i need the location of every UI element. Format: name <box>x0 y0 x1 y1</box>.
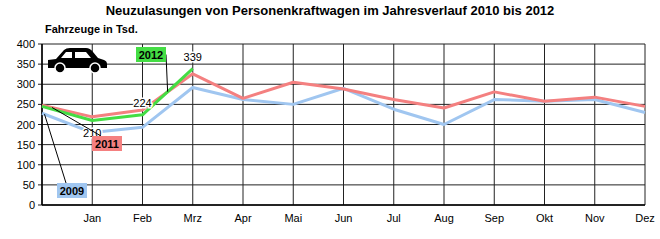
y-axis <box>41 44 43 205</box>
legend-box <box>92 136 122 151</box>
x-tick-label: Mrz <box>184 212 202 224</box>
grid-line-x <box>293 44 294 205</box>
y-tick-label: 400 <box>17 38 35 50</box>
legend-label: 2009 <box>60 185 84 197</box>
grid-line-x <box>494 44 495 205</box>
grid-line-x <box>343 44 344 205</box>
y-axis-label: Fahrzeuge in Tsd. <box>45 23 138 35</box>
y-tick-label: 250 <box>17 98 35 110</box>
x-tick-label: Nov <box>585 212 605 224</box>
x-tick-label: Mai <box>284 212 302 224</box>
grid-line-x <box>192 44 193 205</box>
grid-line-x <box>594 44 595 205</box>
grid-line-x <box>393 44 394 205</box>
x-tick-label: Sep <box>484 212 504 224</box>
car-wheel <box>55 63 65 73</box>
x-tick-label: Dez <box>635 212 655 224</box>
chart-svg: Neuzulasungen von Personenkraftwagen im … <box>0 0 660 239</box>
y-tick-label: 350 <box>17 58 35 70</box>
legend-leader <box>166 55 168 92</box>
chart-container: Neuzulasungen von Personenkraftwagen im … <box>0 0 660 239</box>
x-tick-label: Jun <box>335 212 353 224</box>
y-tick-label: 50 <box>23 179 35 191</box>
car-window <box>61 52 91 58</box>
grid-line-x <box>645 44 646 205</box>
grid-line-x <box>243 44 244 205</box>
y-tick-label: 300 <box>17 78 35 90</box>
legend-leader <box>45 114 66 183</box>
data-label: 224 <box>133 97 151 109</box>
x-tick-label: Feb <box>133 212 152 224</box>
series-line <box>42 69 193 121</box>
legend-label: 2012 <box>139 49 163 61</box>
y-tick-label: 0 <box>29 199 35 211</box>
grid-line-y <box>42 205 645 206</box>
legend-leader <box>52 108 101 136</box>
grid-line-x <box>142 44 143 205</box>
y-tick-label: 150 <box>17 139 35 151</box>
x-tick-label: Jul <box>387 212 401 224</box>
car-wheel <box>90 63 100 73</box>
x-tick-label: Okt <box>536 212 553 224</box>
series-group <box>42 69 645 133</box>
legend: 2012 2011 2009 <box>45 47 168 198</box>
legend-box <box>57 183 87 198</box>
title: Neuzulasungen von Personenkraftwagen im … <box>106 3 555 18</box>
car-icon <box>48 48 107 73</box>
grid-line-x <box>544 44 545 205</box>
legend-box <box>136 47 166 62</box>
data-label: 339 <box>184 51 202 63</box>
x-tick-label: Jan <box>83 212 101 224</box>
x-axis <box>42 204 645 206</box>
x-tick-label: Apr <box>234 212 251 224</box>
x-tick-label: Aug <box>434 212 454 224</box>
grid-line-x <box>42 44 43 205</box>
y-tick-label: 200 <box>17 119 35 131</box>
y-tick-label: 100 <box>17 159 35 171</box>
series-line <box>42 74 645 117</box>
legend-label: 2011 <box>95 138 119 150</box>
grid <box>38 44 645 205</box>
